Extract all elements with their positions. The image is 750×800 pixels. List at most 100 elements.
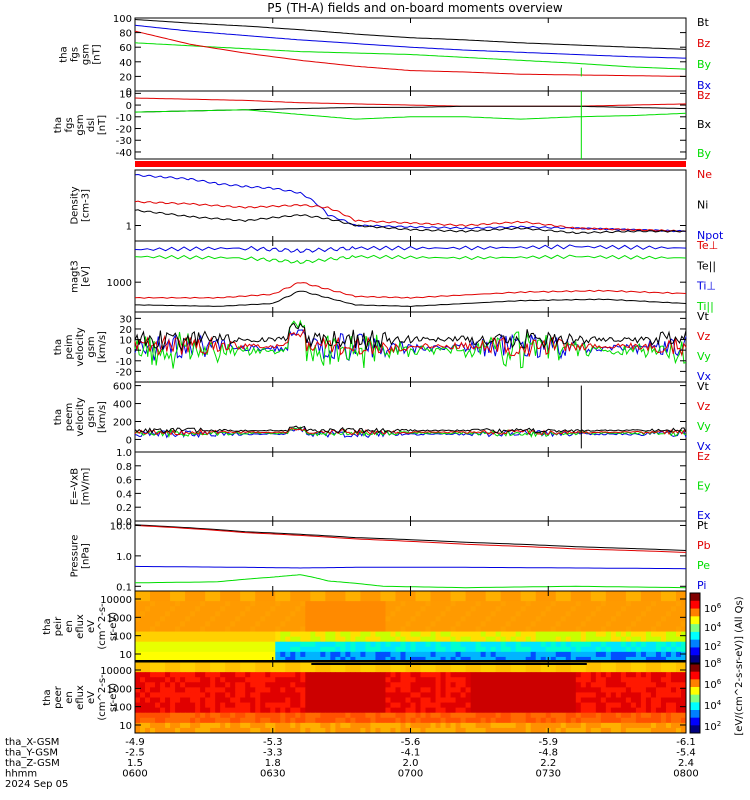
heatmap-cell (230, 636, 236, 643)
heatmap-cell (235, 682, 241, 688)
heatmap-cell (595, 591, 602, 597)
heatmap-cell (595, 722, 602, 729)
heatmap-cell (610, 601, 617, 607)
heatmap-cell (155, 601, 161, 607)
heatmap-cell (515, 727, 522, 734)
heatmap-cell (405, 677, 411, 683)
heatmap-cell (140, 636, 146, 643)
heatmap-cell (425, 692, 432, 698)
heatmap-cell (525, 727, 532, 734)
heatmap-cell (400, 626, 406, 633)
heatmap-cell (345, 667, 351, 673)
heatmap-cell (320, 692, 326, 698)
heatmap-cell (450, 672, 457, 678)
heatmap-cell (460, 596, 467, 602)
heatmap-cell (600, 717, 607, 724)
heatmap-cell (425, 611, 432, 617)
heatmap-cell (260, 641, 266, 648)
colorbar-ion (689, 592, 701, 664)
heatmap-cell (240, 672, 246, 678)
heatmap-cell (140, 727, 146, 734)
heatmap-cell (235, 727, 241, 734)
heatmap-cell (605, 722, 612, 729)
heatmap-cell (450, 611, 457, 617)
heatmap-cell (275, 722, 281, 729)
heatmap-cell (225, 621, 231, 627)
heatmap-cell (580, 621, 587, 627)
heatmap-cell (375, 667, 381, 673)
heatmap-cell (445, 621, 452, 627)
heatmap-cell (395, 717, 401, 724)
heatmap-cell (385, 606, 391, 612)
heatmap-cell (225, 591, 231, 597)
heatmap-cell (250, 692, 256, 698)
heatmap-cell (390, 667, 396, 673)
heatmap-cell (185, 677, 191, 683)
heatmap-cell (250, 672, 256, 678)
heatmap-cell (205, 722, 211, 729)
heatmap-cell (595, 641, 602, 648)
heatmap-cell (505, 591, 512, 597)
heatmap-cell (155, 672, 161, 678)
heatmap-cell (245, 641, 251, 648)
heatmap-cell (185, 601, 191, 607)
heatmap-cell (540, 601, 547, 607)
heatmap-cell (450, 656, 457, 663)
heatmap-cell (610, 722, 617, 729)
heatmap-cell (475, 682, 482, 688)
heatmap-cell (295, 651, 301, 658)
heatmap-cell (200, 606, 206, 612)
heatmap-cell (470, 591, 477, 597)
heatmap-cell (595, 707, 602, 714)
heatmap-cell (150, 672, 156, 678)
heatmap-cell (485, 712, 492, 719)
heatmap-cell (230, 646, 236, 653)
heatmap-cell (420, 677, 427, 683)
heatmap-cell (540, 591, 547, 597)
heatmap-cell (655, 631, 662, 638)
heatmap-cell (260, 702, 266, 709)
heatmap-cell (615, 601, 622, 607)
heatmap-cell (605, 717, 612, 724)
x-row-label: hhmm (5, 769, 37, 780)
heatmap-cell (525, 702, 532, 709)
y-tick-label: 10 (119, 89, 132, 100)
heatmap-cell (635, 606, 642, 612)
heatmap-cell (135, 672, 141, 678)
heatmap-cell (260, 662, 266, 668)
heatmap-cell (540, 606, 547, 612)
heatmap-cell (475, 707, 482, 714)
heatmap-cell (635, 712, 642, 719)
heatmap-cell (625, 682, 632, 688)
heatmap-cell (520, 677, 527, 683)
heatmap-cell (515, 677, 522, 683)
heatmap-cell (460, 707, 467, 714)
heatmap-cell (200, 616, 206, 622)
heatmap-cell (405, 692, 411, 698)
heatmap-cell (555, 626, 562, 633)
heatmap-cell (535, 682, 542, 688)
heatmap-cell (615, 616, 622, 622)
heatmap-cell (215, 606, 221, 612)
y-tick-label: 20 (119, 72, 132, 83)
heatmap-cell (380, 717, 386, 724)
heatmap-cell (480, 651, 487, 658)
heatmap-cell (485, 677, 492, 683)
colorbar-tick-label: 106 (704, 602, 722, 615)
heatmap-cell (645, 717, 652, 724)
heatmap-cell (665, 621, 672, 627)
heatmap-cell (580, 651, 587, 658)
heatmap-cell (680, 687, 687, 693)
heatmap-cell (145, 646, 151, 653)
heatmap-cell (495, 646, 502, 653)
heatmap-cell (455, 697, 462, 704)
heatmap-cell (265, 717, 271, 724)
heatmap-cell (400, 611, 406, 617)
heatmap-cell (490, 697, 497, 704)
heatmap-cell (655, 616, 662, 622)
heatmap-cell (170, 687, 176, 693)
heatmap-cell (495, 631, 502, 638)
heatmap-cell (470, 672, 477, 678)
heatmap-cell (340, 621, 346, 627)
heatmap-cell (405, 687, 411, 693)
